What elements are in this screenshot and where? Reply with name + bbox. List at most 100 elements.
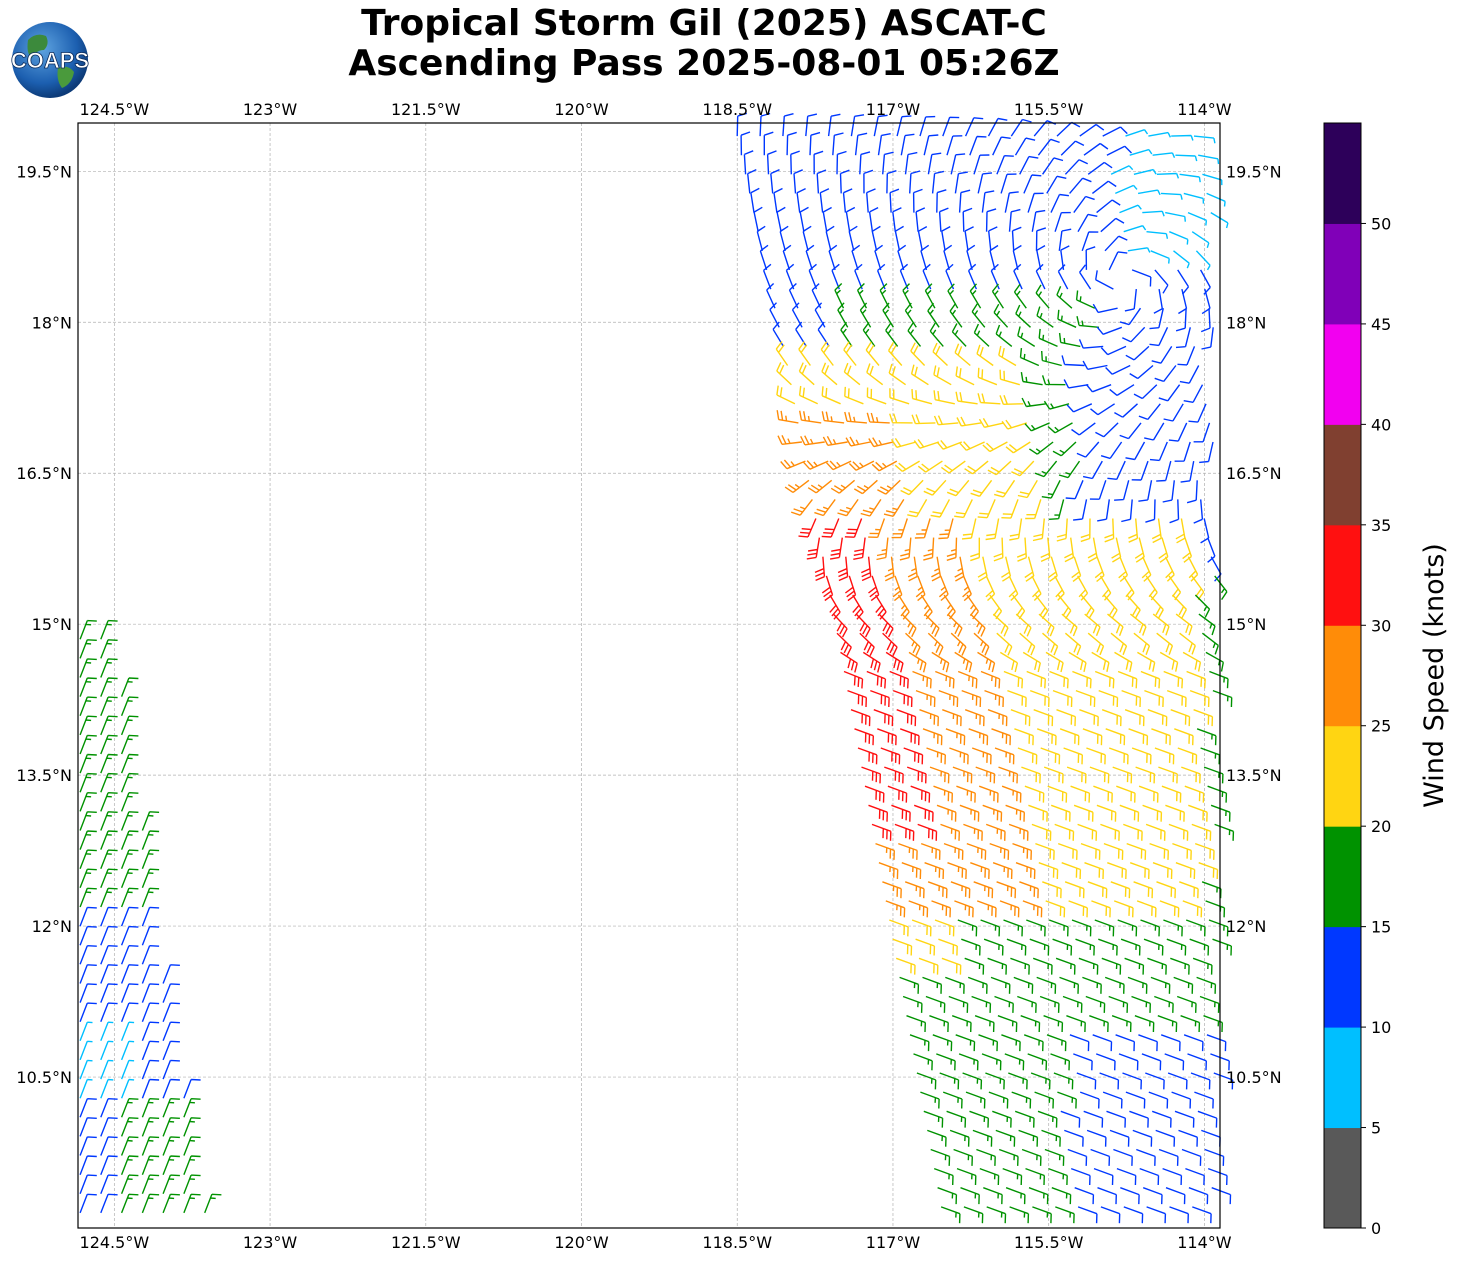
wind-barb xyxy=(894,460,920,473)
wind-barb xyxy=(860,499,882,517)
wind-barb-shape xyxy=(844,411,867,424)
wind-barb xyxy=(932,342,948,367)
wind-barb-shape xyxy=(877,479,901,495)
wind-barb-shape xyxy=(1168,823,1189,841)
wind-barb xyxy=(919,709,939,727)
wind-barb xyxy=(933,365,952,386)
wind-barb-shape xyxy=(100,983,118,1003)
wind-barb xyxy=(982,804,1003,822)
wind-barb xyxy=(924,862,945,880)
wind-barb-shape xyxy=(971,995,992,1013)
wind-barb-shape xyxy=(985,1072,1005,1090)
wind-barb xyxy=(1068,651,1087,673)
wind-barb xyxy=(843,341,857,366)
wind-barb-shape xyxy=(999,369,1020,386)
wind-barb xyxy=(1068,900,1088,918)
wind-barb-shape xyxy=(141,1136,160,1156)
wind-barb-shape xyxy=(966,594,979,620)
wind-barb xyxy=(868,206,879,232)
wind-barb xyxy=(1075,290,1096,309)
wind-barb xyxy=(982,441,1008,453)
wind-barb xyxy=(1025,499,1042,520)
wind-barb-shape xyxy=(1026,670,1046,689)
lon-label-bottom: 123°W xyxy=(243,1233,298,1252)
wind-barb-shape xyxy=(1134,1015,1155,1033)
wind-barb-shape xyxy=(1001,785,1022,803)
wind-barb-shape xyxy=(1075,689,1096,708)
wind-barb-shape xyxy=(1148,1091,1169,1109)
wind-barb-shape xyxy=(1049,499,1065,520)
wind-barb-shape xyxy=(1208,919,1229,937)
wind-barb xyxy=(1058,332,1081,348)
wind-barb xyxy=(866,670,887,689)
wind-barb xyxy=(1090,1148,1111,1166)
wind-barb-shape xyxy=(1180,460,1195,483)
wind-barb-shape xyxy=(882,632,898,657)
wind-barb-shape xyxy=(120,715,139,736)
wind-barb xyxy=(1206,1034,1227,1052)
wind-barb-shape xyxy=(1082,976,1102,994)
wind-barb xyxy=(946,135,963,156)
wind-barb-shape xyxy=(1096,326,1123,335)
wind-barb xyxy=(162,1002,180,1022)
wind-barb-shape xyxy=(120,1002,139,1022)
wind-barb xyxy=(120,1193,139,1214)
wind-barb-shape xyxy=(1171,134,1194,141)
wind-barb xyxy=(1009,1206,1030,1224)
wind-barb xyxy=(1003,919,1023,937)
wind-barb xyxy=(100,906,118,927)
wind-barb-shape xyxy=(994,747,1015,765)
wind-barb-shape xyxy=(1151,1110,1172,1128)
wind-barb-shape xyxy=(885,900,906,918)
wind-barb xyxy=(999,900,1020,918)
wind-barb xyxy=(1056,518,1068,542)
wind-barb xyxy=(1079,123,1105,137)
wind-barb-shape xyxy=(1169,499,1180,524)
wind-barb-shape xyxy=(1143,938,1164,956)
wind-barb-shape xyxy=(1015,304,1031,328)
wind-barb xyxy=(1181,766,1201,784)
lon-label-top: 117°W xyxy=(866,100,921,119)
wind-barb xyxy=(889,670,909,689)
wind-barb-shape xyxy=(958,1053,979,1071)
wind-barb-shape xyxy=(120,945,139,965)
wind-barb xyxy=(1018,1129,1039,1147)
wind-barb-shape xyxy=(996,155,1014,175)
wind-barb xyxy=(947,283,959,309)
wind-barb-shape xyxy=(943,594,956,620)
wind-barb xyxy=(1175,862,1196,880)
wind-barb xyxy=(1165,211,1186,222)
wind-barb-shape xyxy=(902,995,923,1013)
wind-barb xyxy=(1011,460,1035,477)
wind-barb xyxy=(120,792,139,812)
wind-barb-shape xyxy=(868,804,888,822)
wind-barb xyxy=(1153,288,1163,314)
wind-barb-shape xyxy=(1083,142,1109,156)
wind-barb-shape xyxy=(1205,900,1226,918)
wind-barb-shape xyxy=(850,709,871,727)
wind-barb-shape xyxy=(868,518,886,538)
wind-barb-shape xyxy=(999,395,1024,405)
wind-barb xyxy=(912,670,932,689)
wind-barb-shape xyxy=(120,1078,135,1099)
wind-barb xyxy=(900,479,924,496)
wind-barb xyxy=(915,938,936,956)
wind-barb-shape xyxy=(977,393,1001,405)
wind-barb-shape xyxy=(1056,286,1073,309)
wind-barb xyxy=(943,842,964,860)
wind-barb-shape xyxy=(957,919,978,937)
wind-barb-shape xyxy=(1023,174,1042,194)
wind-barb xyxy=(967,976,988,994)
logo-text: COAPS xyxy=(11,48,89,73)
wind-barb-shape xyxy=(897,594,910,620)
wind-barb xyxy=(1127,976,1148,994)
wind-barb xyxy=(1041,479,1061,499)
wind-barb-shape xyxy=(929,322,944,347)
wind-barb-shape xyxy=(1172,842,1192,860)
wind-barb-shape xyxy=(1126,594,1141,619)
wind-barb-shape xyxy=(1152,152,1176,158)
wind-barb-shape xyxy=(162,1059,180,1080)
wind-barb-shape xyxy=(992,862,1013,880)
wind-barb-shape xyxy=(1054,211,1071,232)
wind-barb xyxy=(1002,1167,1023,1186)
